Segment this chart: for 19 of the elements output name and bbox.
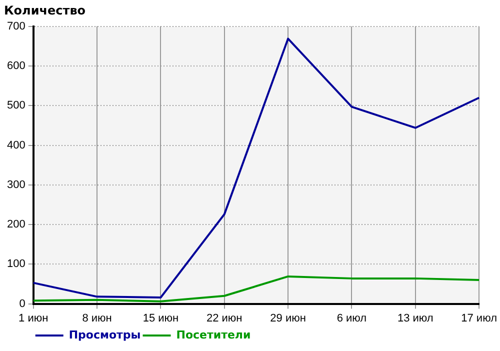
y-tick-label: 400 (6, 139, 26, 152)
chart-title: Количество (4, 3, 86, 18)
x-tick-label: 22 июн (206, 312, 242, 324)
x-tick-label: 6 июл (336, 312, 367, 324)
x-tick-label: 1 июн (18, 312, 48, 324)
y-tick-label: 600 (6, 60, 26, 72)
y-tick-label: 200 (6, 218, 26, 231)
x-tick-label: 29 июн (270, 312, 306, 324)
y-tick-label: 100 (6, 258, 26, 270)
x-tick-label: 8 июн (82, 312, 112, 324)
y-tick-label: 300 (6, 178, 26, 191)
legend-label: Просмотры (68, 328, 141, 342)
legend-label: Посетители (176, 328, 251, 342)
y-tick-label: 700 (6, 20, 26, 32)
y-tick-label: 0 (19, 298, 26, 310)
x-tick-label: 13 июл (397, 312, 434, 324)
x-tick-label: 15 июн (142, 312, 179, 324)
y-tick-label: 500 (6, 100, 26, 112)
x-tick-label: 17 июл (461, 312, 498, 324)
